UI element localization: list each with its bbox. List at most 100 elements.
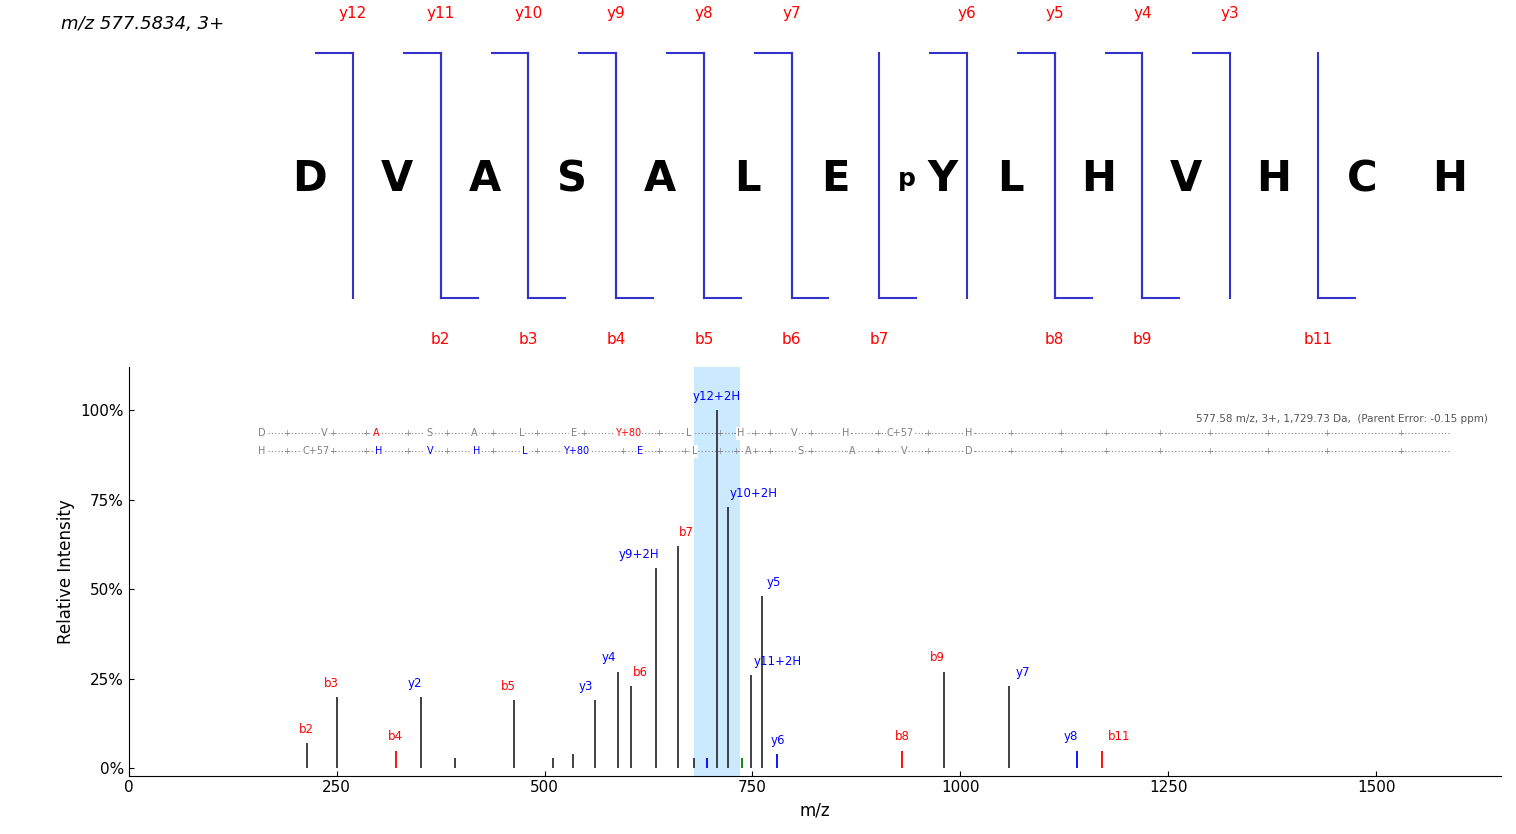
Text: +: + <box>1102 429 1110 438</box>
Text: +: + <box>490 429 497 438</box>
Text: +: + <box>1264 447 1272 455</box>
Text: y3: y3 <box>578 681 593 693</box>
Text: y2: y2 <box>408 676 421 690</box>
Text: A: A <box>468 158 500 200</box>
Text: y8: y8 <box>1064 731 1078 743</box>
Text: +: + <box>1007 447 1014 455</box>
Text: +: + <box>716 447 723 455</box>
Text: +: + <box>1398 429 1404 438</box>
Text: L: L <box>998 158 1025 200</box>
Text: +: + <box>1323 447 1330 455</box>
Text: +: + <box>923 447 931 455</box>
Text: +: + <box>732 447 740 455</box>
Text: V: V <box>426 446 434 456</box>
Text: +: + <box>873 429 881 438</box>
Text: b6: b6 <box>782 333 802 348</box>
Text: y12: y12 <box>340 6 367 21</box>
Text: b5: b5 <box>500 681 515 693</box>
Text: +: + <box>844 447 852 455</box>
Text: y7: y7 <box>782 6 800 21</box>
Text: y4: y4 <box>1132 6 1152 21</box>
Text: H: H <box>737 429 744 439</box>
Text: +: + <box>403 447 411 455</box>
Text: y3: y3 <box>1220 6 1240 21</box>
Text: +: + <box>1264 429 1272 438</box>
Text: V: V <box>791 429 797 439</box>
Text: H: H <box>966 429 972 439</box>
Text: b3: b3 <box>323 676 338 690</box>
Text: b5: b5 <box>694 333 714 348</box>
Text: L: L <box>518 429 525 439</box>
Text: S: S <box>797 446 803 456</box>
Text: y12+2H: y12+2H <box>693 389 741 403</box>
Text: y6: y6 <box>770 734 785 747</box>
Text: Y+80: Y+80 <box>562 446 590 456</box>
Text: E: E <box>637 446 643 456</box>
Text: +: + <box>581 447 587 455</box>
Text: H: H <box>841 429 849 439</box>
Text: L: L <box>522 446 528 456</box>
Text: A: A <box>644 158 676 200</box>
Text: L: L <box>685 429 691 439</box>
Text: y10+2H: y10+2H <box>731 486 778 500</box>
Text: +: + <box>443 447 450 455</box>
Text: L: L <box>691 446 697 456</box>
Text: y4: y4 <box>602 651 615 665</box>
Text: +: + <box>844 429 852 438</box>
Text: b9: b9 <box>929 651 944 665</box>
Text: b11: b11 <box>1304 333 1333 348</box>
Text: b4: b4 <box>388 731 403 743</box>
Text: +: + <box>362 447 370 455</box>
Text: C+57: C+57 <box>887 429 914 439</box>
Text: +: + <box>873 447 881 455</box>
Text: D: D <box>964 446 972 456</box>
Text: V: V <box>321 429 327 439</box>
Text: b2: b2 <box>431 333 450 348</box>
Text: C: C <box>1346 158 1377 200</box>
Text: +: + <box>969 429 976 438</box>
Text: +: + <box>732 429 740 438</box>
Text: V: V <box>381 158 412 200</box>
Text: D: D <box>293 158 326 200</box>
Text: A: A <box>744 446 752 456</box>
Text: +: + <box>403 429 411 438</box>
Y-axis label: Relative Intensity: Relative Intensity <box>58 499 74 644</box>
Text: +: + <box>329 429 337 438</box>
Text: A: A <box>849 446 855 456</box>
Text: H: H <box>1257 158 1292 200</box>
Text: b4: b4 <box>606 333 626 348</box>
Text: +: + <box>750 429 758 438</box>
X-axis label: m/z: m/z <box>799 801 831 819</box>
Text: +: + <box>532 429 540 438</box>
Text: +: + <box>620 447 626 455</box>
Text: +: + <box>807 429 814 438</box>
Text: y9+2H: y9+2H <box>619 548 659 560</box>
Text: A: A <box>470 429 478 439</box>
Text: +: + <box>283 429 290 438</box>
Text: y11+2H: y11+2H <box>753 655 802 668</box>
Text: V: V <box>901 446 907 456</box>
Text: b11: b11 <box>1108 731 1131 743</box>
Text: H: H <box>473 446 481 456</box>
Text: C+57: C+57 <box>302 446 329 456</box>
Text: E: E <box>822 158 849 200</box>
Text: +: + <box>1057 447 1064 455</box>
Text: m/z 577.5834, 3+: m/z 577.5834, 3+ <box>61 15 224 33</box>
Text: +: + <box>1157 429 1163 438</box>
Text: D: D <box>258 429 265 439</box>
Text: +: + <box>1157 447 1163 455</box>
Text: +: + <box>807 447 814 455</box>
Text: +: + <box>655 429 662 438</box>
Text: +: + <box>1398 447 1404 455</box>
Text: +: + <box>1207 447 1213 455</box>
Text: V: V <box>1170 158 1202 200</box>
Text: H: H <box>374 446 382 456</box>
Text: S: S <box>558 158 587 200</box>
Bar <box>694 367 740 776</box>
Text: y8: y8 <box>694 6 713 21</box>
Text: b7: b7 <box>679 526 694 539</box>
Text: +: + <box>1057 429 1064 438</box>
Text: y11: y11 <box>426 6 455 21</box>
Text: +: + <box>1207 429 1213 438</box>
Text: Y+80: Y+80 <box>614 429 641 439</box>
